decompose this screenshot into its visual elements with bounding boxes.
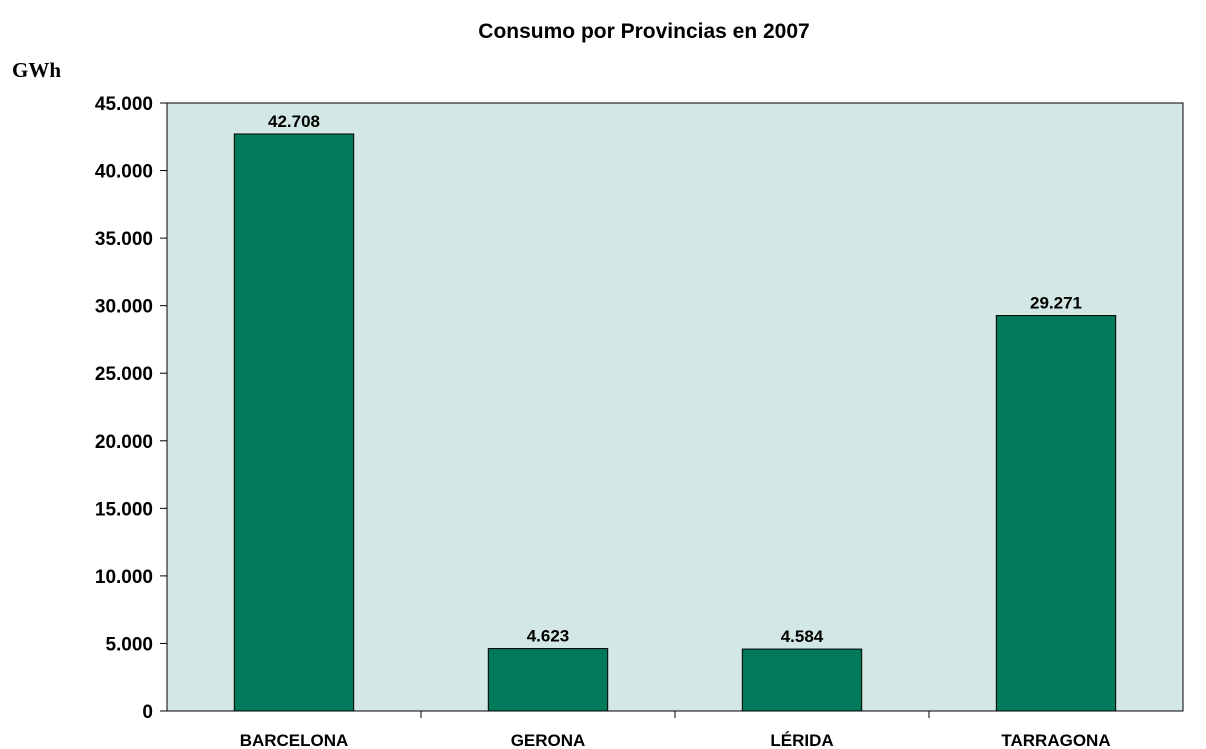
x-category-label: TARRAGONA xyxy=(1001,731,1110,749)
x-category-label: LÉRIDA xyxy=(770,731,833,749)
y-tick-label: 10.000 xyxy=(95,567,153,588)
chart-title: Consumo por Provincias en 2007 xyxy=(478,20,809,43)
y-tick-label: 5.000 xyxy=(105,634,153,655)
data-label: 4.584 xyxy=(781,627,824,646)
x-axis: BARCELONA GERONA LÉRIDA TARRAGONA xyxy=(240,711,1111,749)
bar-lérida xyxy=(741,648,863,712)
bar-gerona xyxy=(487,648,609,712)
y-tick-label: 40.000 xyxy=(95,162,153,183)
data-label: 29.271 xyxy=(1030,294,1082,313)
y-tick-label: 45.000 xyxy=(95,94,153,115)
bar-tarragona xyxy=(995,315,1117,712)
y-tick-label: 35.000 xyxy=(95,229,153,250)
y-tick-label: 15.000 xyxy=(95,499,153,520)
y-tick-label: 25.000 xyxy=(95,364,153,385)
bars: 42.708 4.623 4.584 29.271 xyxy=(233,112,1117,712)
y-axis-label: GWh xyxy=(12,58,61,82)
y-tick-label: 0 xyxy=(142,702,153,723)
x-category-label: GERONA xyxy=(511,731,586,749)
y-tick-label: 20.000 xyxy=(95,432,153,453)
y-tick-label: 30.000 xyxy=(95,297,153,318)
bar-barcelona xyxy=(233,133,355,712)
y-axis: 0 5.000 10.000 15.000 20.000 25.000 30.000 35.0… xyxy=(95,94,167,723)
x-category-label: BARCELONA xyxy=(240,731,349,749)
data-label: 42.708 xyxy=(268,112,320,131)
data-label: 4.623 xyxy=(527,627,570,646)
